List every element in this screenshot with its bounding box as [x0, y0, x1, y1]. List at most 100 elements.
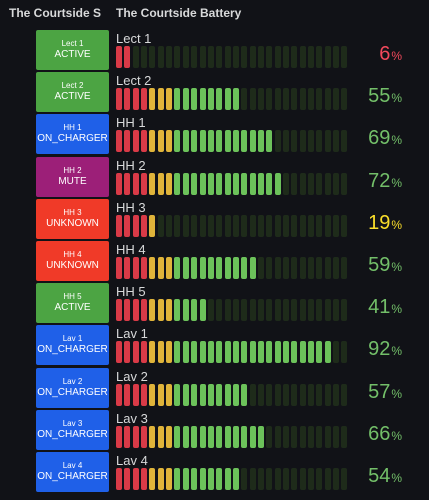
battery-segment — [141, 383, 148, 406]
battery-segment — [149, 468, 156, 490]
battery-segment — [174, 214, 181, 237]
battery-row-label: Lect 2 — [116, 73, 152, 89]
battery-segment — [257, 214, 264, 237]
battery-segment — [324, 130, 331, 153]
status-tile[interactable]: Lav 4 ON_CHARGER — [36, 452, 109, 492]
status-tile[interactable]: HH 3 UNKNOWN — [36, 198, 109, 239]
status-tile-device-name: HH 4 — [63, 250, 82, 259]
battery-segment — [308, 88, 315, 111]
battery-percent-value: 55 — [368, 85, 391, 108]
battery-segment — [182, 130, 189, 153]
battery-segment — [132, 130, 139, 153]
battery-segment — [191, 425, 198, 448]
battery-row-label: HH 1 — [116, 115, 146, 131]
status-tile[interactable]: HH 4 UNKNOWN — [36, 241, 109, 281]
status-tile-device-name: Lav 1 — [62, 334, 83, 344]
battery-segment — [341, 425, 348, 448]
battery-segment — [308, 468, 315, 490]
battery-segment — [274, 257, 281, 279]
battery-gauge — [116, 257, 350, 279]
battery-segment — [283, 257, 289, 279]
status-tile[interactable]: Lav 2 ON_CHARGER — [36, 367, 109, 408]
battery-segment — [116, 214, 122, 237]
battery-segment — [241, 214, 248, 237]
battery-segment — [299, 46, 306, 68]
battery-percent: 54% — [368, 465, 402, 488]
battery-segment — [249, 299, 256, 322]
battery-segment — [341, 341, 348, 364]
battery-gauge — [116, 88, 350, 111]
status-tile[interactable]: Lav 1 ON_CHARGER — [36, 325, 109, 366]
battery-segment — [116, 46, 122, 68]
battery-segment — [257, 257, 264, 279]
status-tile[interactable]: HH 2 MUTE — [36, 156, 109, 197]
battery-segment — [216, 425, 223, 448]
battery-segment — [216, 257, 223, 279]
battery-segment — [324, 46, 331, 68]
battery-segment — [207, 299, 214, 322]
battery-segment — [124, 46, 131, 68]
status-tile[interactable]: HH 5 ACTIVE — [36, 283, 109, 324]
battery-segment — [224, 257, 231, 279]
battery-segment — [308, 130, 315, 153]
battery-segment — [241, 257, 248, 279]
battery-segment — [124, 299, 131, 322]
battery-segment — [224, 425, 231, 448]
battery-segment — [116, 341, 122, 364]
battery-segment — [316, 383, 323, 406]
battery-gauge — [116, 468, 350, 490]
battery-segment — [291, 341, 298, 364]
battery-segment — [174, 468, 181, 490]
status-tile-state: UNKNOWN — [46, 217, 99, 229]
battery-segment — [291, 257, 298, 279]
battery-segment — [232, 341, 239, 364]
battery-percent: 59% — [368, 254, 402, 277]
battery-segment — [291, 299, 298, 322]
battery-segment — [124, 468, 131, 490]
battery-segment — [341, 46, 348, 68]
battery-segment — [266, 88, 273, 111]
battery-segment — [333, 257, 340, 279]
battery-segment — [308, 257, 315, 279]
battery-segment — [157, 341, 164, 364]
battery-segment — [266, 130, 273, 153]
status-tile[interactable]: HH 1 ON_CHARGER — [36, 114, 109, 155]
status-tile[interactable]: Lav 3 ON_CHARGER — [36, 409, 109, 450]
battery-segment — [341, 88, 348, 111]
battery-segment — [141, 172, 148, 195]
battery-segment — [116, 257, 122, 279]
battery-segment — [257, 46, 264, 68]
battery-segment — [341, 172, 348, 195]
battery-segment — [257, 88, 264, 111]
battery-segment — [199, 88, 206, 111]
battery-percent-unit: % — [391, 302, 402, 317]
battery-segment — [124, 214, 131, 237]
status-tile[interactable]: Lect 1 ACTIVE — [36, 30, 109, 70]
battery-gauge — [116, 299, 350, 322]
battery-segment — [224, 341, 231, 364]
battery-row-label: Lav 2 — [116, 368, 148, 384]
battery-segment — [207, 468, 214, 490]
battery-segment — [266, 299, 273, 322]
battery-segment — [182, 46, 189, 68]
status-tile[interactable]: Lect 2 ACTIVE — [36, 72, 109, 113]
battery-segment — [241, 46, 248, 68]
battery-segment — [274, 172, 281, 195]
battery-segment — [182, 341, 189, 364]
battery-segment — [324, 172, 331, 195]
battery-segment — [191, 468, 198, 490]
battery-segment — [132, 172, 139, 195]
battery-segment — [316, 425, 323, 448]
battery-segment — [124, 425, 131, 448]
battery-segment — [257, 425, 264, 448]
battery-row-label: HH 2 — [116, 157, 146, 173]
battery-segment — [207, 46, 214, 68]
battery-segment — [166, 383, 173, 406]
battery-segment — [291, 214, 298, 237]
battery-segment — [157, 257, 164, 279]
battery-segment — [283, 383, 289, 406]
battery-segment — [132, 425, 139, 448]
battery-segment — [191, 46, 198, 68]
battery-segment — [316, 172, 323, 195]
battery-percent-value: 41 — [368, 296, 391, 319]
